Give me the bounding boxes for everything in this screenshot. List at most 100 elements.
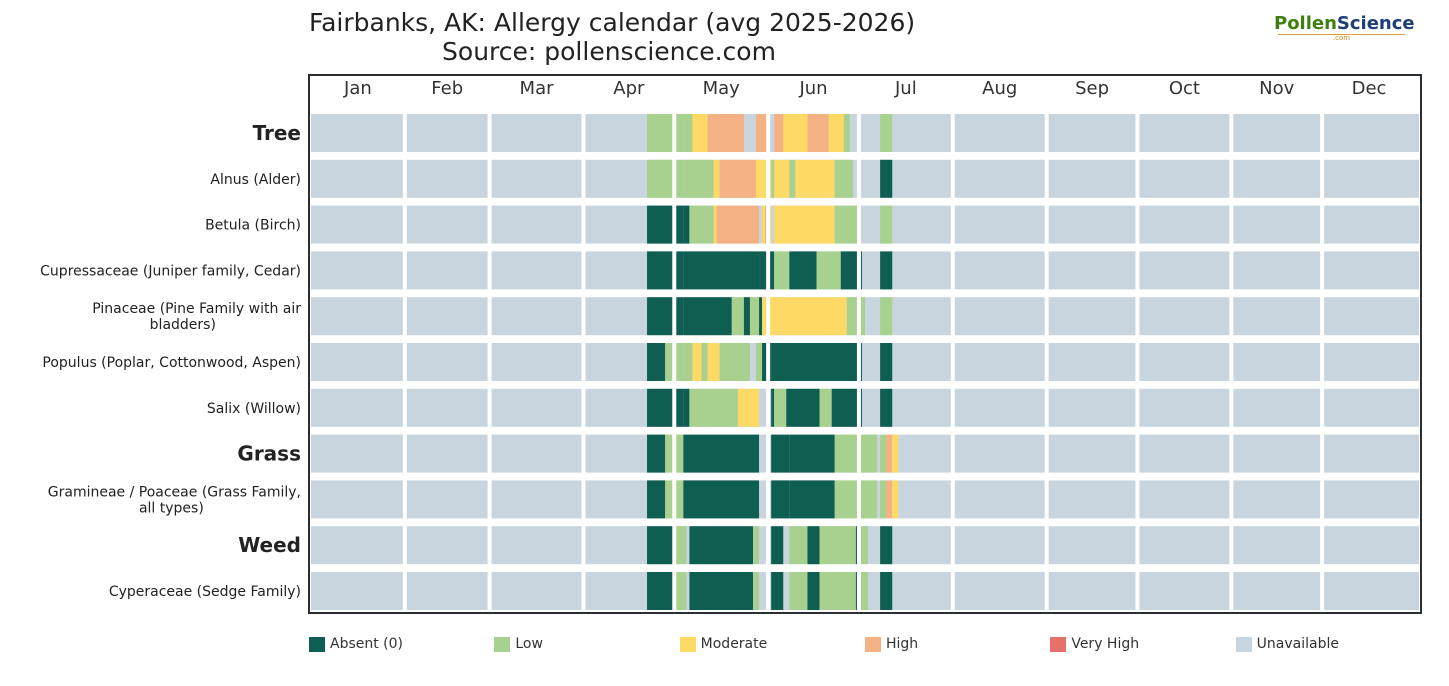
cell-high — [716, 205, 757, 244]
cell-absent — [647, 526, 675, 565]
cell-low — [647, 114, 684, 152]
cell-moderate — [892, 434, 899, 473]
cell-absent — [880, 251, 893, 290]
cell-low — [683, 159, 714, 198]
cell-low — [647, 159, 684, 198]
month-separator — [856, 112, 861, 612]
month-label-sep: Sep — [1075, 78, 1109, 99]
legend-swatch — [1235, 636, 1252, 652]
cell-moderate — [737, 388, 760, 427]
cell-absent — [647, 343, 666, 381]
cell-absent — [880, 388, 893, 427]
cell-low — [774, 388, 787, 427]
cell-low — [683, 114, 693, 152]
cell-low — [819, 388, 832, 427]
cell-absent — [771, 434, 790, 473]
cell-absent — [647, 297, 684, 336]
cell-low — [683, 343, 693, 381]
cell-low — [752, 526, 760, 565]
cell-absent — [880, 159, 893, 198]
cell-absent — [840, 251, 862, 290]
cell-absent — [647, 388, 684, 427]
calendar-row — [311, 251, 1419, 290]
cell-low — [771, 159, 775, 198]
taxon-label: Betula (Birch) — [205, 218, 301, 234]
legend-item-absent: Absent (0) — [309, 636, 403, 652]
cell-absent — [683, 205, 690, 244]
cell-moderate — [713, 159, 720, 198]
cell-low — [683, 572, 687, 610]
month-separator — [672, 112, 677, 612]
chart-legend: Absent (0) Low Moderate High Very High Unavai… — [309, 636, 1421, 658]
cell-low — [819, 526, 856, 565]
cell-moderate — [707, 343, 720, 381]
cell-moderate — [828, 114, 844, 152]
cell-moderate — [762, 205, 766, 244]
category-label: Weed — [238, 533, 301, 557]
cell-low — [834, 434, 878, 473]
cell-high — [719, 159, 757, 198]
category-label: Tree — [253, 121, 301, 145]
cell-moderate — [774, 205, 835, 244]
month-label-apr: Apr — [613, 78, 645, 99]
cell-low — [674, 572, 684, 610]
month-label-aug: Aug — [982, 78, 1017, 99]
cell-moderate — [692, 114, 702, 152]
cell-unavailable — [311, 388, 1419, 427]
taxon-label: Gramineae / Poaceae (Grass Family, all ty… — [48, 484, 301, 516]
month-separator — [766, 112, 771, 612]
calendar-row — [311, 159, 1419, 198]
taxon-label: Pinaceae (Pine Family with air bladders) — [92, 301, 301, 333]
legend-item-low: Low — [494, 636, 543, 652]
chart-title: Fairbanks, AK: Allergy calendar (avg 202… — [309, 8, 915, 66]
cell-low — [843, 114, 850, 152]
cell-low — [880, 205, 893, 244]
cell-low — [719, 343, 750, 381]
legend-swatch — [309, 636, 325, 652]
month-separator — [950, 112, 955, 612]
cell-absent — [683, 480, 760, 519]
legend-label: Moderate — [700, 636, 768, 652]
category-label: Grass — [237, 442, 301, 466]
taxon-label: Alnus (Alder) — [210, 172, 301, 188]
legend-item-unavailable: Unavailable — [1235, 636, 1339, 652]
calendar-row — [311, 343, 1419, 381]
pollenscience-logo[interactable]: PollenScience .com — [1274, 13, 1415, 42]
cell-moderate — [762, 297, 781, 336]
cell-low — [774, 251, 790, 290]
logo-part1: Pollen — [1274, 13, 1337, 34]
cell-absent — [771, 343, 862, 381]
month-label-jan: Jan — [343, 78, 372, 99]
cell-low — [701, 343, 708, 381]
legend-item-high: High — [865, 636, 918, 652]
cell-absent — [647, 205, 684, 244]
cell-moderate — [692, 343, 702, 381]
month-separator — [1320, 112, 1325, 612]
chart-title-line2: Source: pollenscience.com — [442, 37, 776, 66]
legend-swatch — [494, 636, 511, 652]
cell-absent — [789, 434, 835, 473]
cell-absent — [743, 297, 750, 336]
calendar-row — [311, 114, 1419, 152]
cell-absent — [831, 388, 862, 427]
cell-moderate — [795, 159, 835, 198]
cell-absent — [689, 572, 753, 610]
legend-label: Unavailable — [1256, 636, 1339, 652]
cell-absent — [683, 251, 760, 290]
cell-high — [756, 114, 769, 152]
legend-item-moderate: Moderate — [679, 636, 768, 652]
calendar-row — [311, 480, 1419, 519]
month-separator — [1135, 112, 1140, 612]
cell-low — [683, 526, 687, 565]
cell-absent — [647, 434, 666, 473]
cell-unavailable — [311, 343, 1419, 381]
calendar-row — [311, 434, 1419, 473]
legend-label: Very High — [1071, 636, 1140, 652]
cell-low — [731, 297, 744, 336]
cell-moderate — [701, 114, 708, 152]
cell-absent — [789, 480, 835, 519]
cell-low — [689, 205, 714, 244]
cell-absent — [880, 572, 893, 610]
logo-part2: Science — [1336, 13, 1415, 34]
cell-absent — [683, 434, 760, 473]
